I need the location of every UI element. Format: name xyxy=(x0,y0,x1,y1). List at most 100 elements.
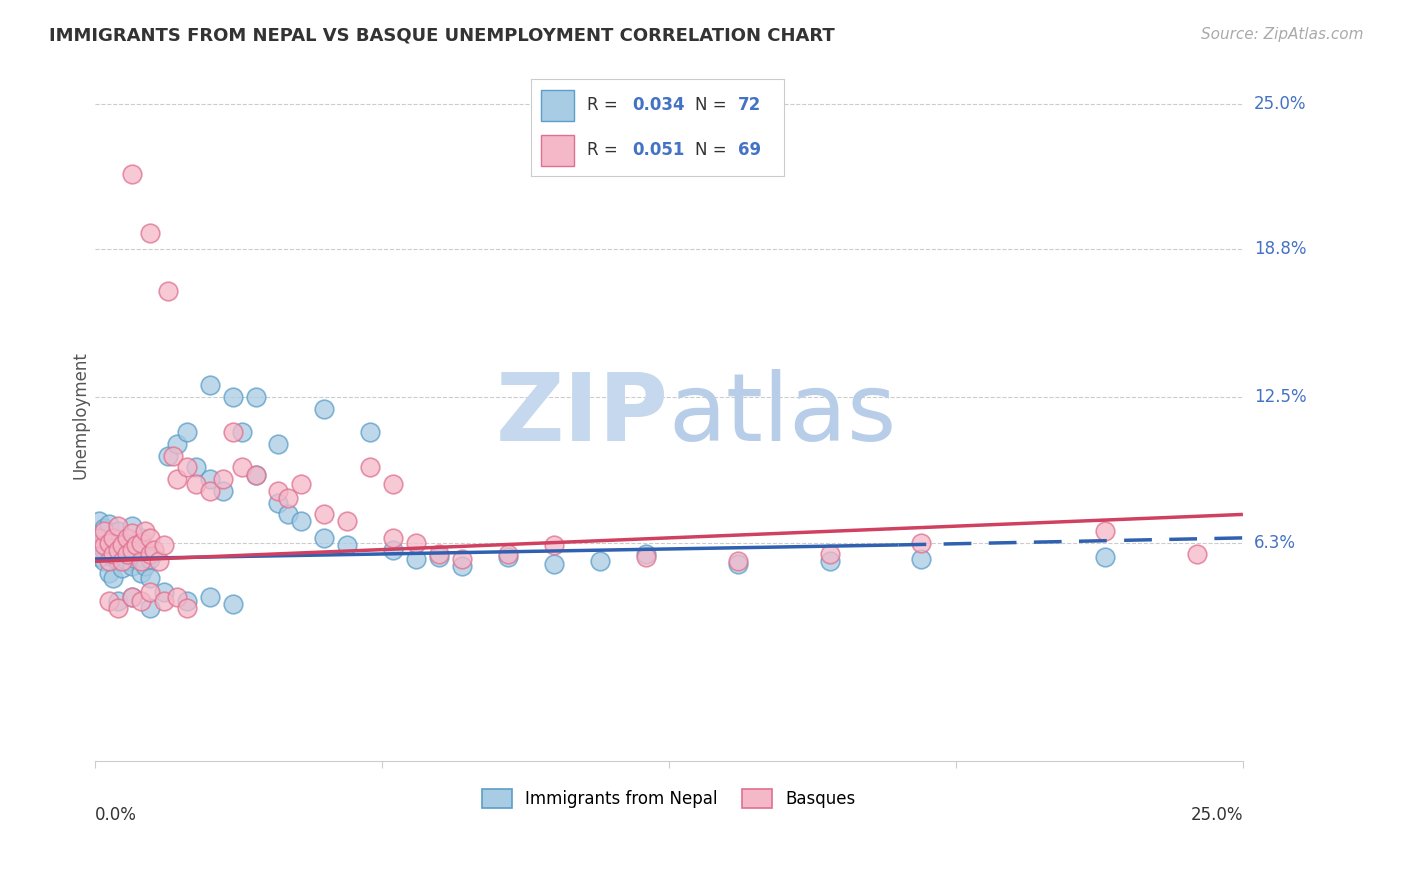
Point xyxy=(97,554,120,568)
Point xyxy=(97,547,120,561)
Point xyxy=(115,542,138,557)
Point xyxy=(139,571,162,585)
Point xyxy=(1094,524,1116,538)
Point xyxy=(97,535,120,549)
Text: 25.0%: 25.0% xyxy=(1254,95,1306,112)
Point xyxy=(89,531,111,545)
Text: IMMIGRANTS FROM NEPAL VS BASQUE UNEMPLOYMENT CORRELATION CHART: IMMIGRANTS FROM NEPAL VS BASQUE UNEMPLOY… xyxy=(49,27,835,45)
Point xyxy=(198,472,221,486)
Point xyxy=(129,554,152,568)
Point xyxy=(139,552,162,566)
Point xyxy=(543,557,565,571)
Point xyxy=(267,437,290,451)
Point xyxy=(166,590,188,604)
Point xyxy=(134,559,156,574)
Point xyxy=(111,538,134,552)
Point xyxy=(129,531,152,545)
Point xyxy=(139,547,162,561)
Text: 25.0%: 25.0% xyxy=(1191,805,1243,824)
Point xyxy=(97,566,120,580)
Point xyxy=(107,554,129,568)
Point xyxy=(290,515,312,529)
Point xyxy=(634,547,657,561)
Point xyxy=(101,531,124,545)
Point xyxy=(148,554,170,568)
Point xyxy=(125,538,148,552)
Point xyxy=(121,590,143,604)
Point xyxy=(427,547,450,561)
Point xyxy=(221,597,243,611)
Point xyxy=(162,449,184,463)
Point xyxy=(314,508,336,522)
Point xyxy=(231,460,253,475)
Point xyxy=(139,585,162,599)
Point xyxy=(125,538,148,552)
Point xyxy=(359,460,381,475)
Point xyxy=(176,460,198,475)
Point xyxy=(405,552,427,566)
Point xyxy=(221,425,243,440)
Point xyxy=(115,547,138,561)
Point xyxy=(121,547,143,561)
Point xyxy=(212,472,235,486)
Point xyxy=(107,524,129,538)
Point xyxy=(727,557,749,571)
Point xyxy=(277,508,299,522)
Point xyxy=(97,535,120,549)
Point xyxy=(111,535,134,549)
Text: atlas: atlas xyxy=(669,368,897,460)
Point xyxy=(125,552,148,566)
Point xyxy=(267,496,290,510)
Point xyxy=(139,601,162,615)
Point xyxy=(97,516,120,531)
Point xyxy=(93,542,115,557)
Point xyxy=(134,542,156,557)
Point xyxy=(267,483,290,498)
Point xyxy=(451,552,474,566)
Point xyxy=(89,515,111,529)
Text: 12.5%: 12.5% xyxy=(1254,388,1306,406)
Point xyxy=(93,521,115,535)
Point xyxy=(231,425,253,440)
Point xyxy=(176,425,198,440)
Point xyxy=(543,538,565,552)
Point xyxy=(139,226,162,240)
Point xyxy=(382,531,405,545)
Point xyxy=(121,526,143,541)
Point xyxy=(129,594,152,608)
Point xyxy=(451,559,474,574)
Point xyxy=(910,552,932,566)
Point xyxy=(910,535,932,549)
Point xyxy=(107,594,129,608)
Point xyxy=(496,549,519,564)
Point xyxy=(314,531,336,545)
Point xyxy=(121,559,143,574)
Text: 18.8%: 18.8% xyxy=(1254,240,1306,258)
Point xyxy=(89,542,111,557)
Point xyxy=(107,601,129,615)
Point xyxy=(245,390,267,404)
Point xyxy=(107,542,129,557)
Point xyxy=(634,549,657,564)
Point xyxy=(184,476,207,491)
Point xyxy=(496,547,519,561)
Point xyxy=(152,594,174,608)
Point xyxy=(97,594,120,608)
Point xyxy=(245,467,267,482)
Point xyxy=(1185,547,1208,561)
Text: 0.0%: 0.0% xyxy=(94,805,136,824)
Point xyxy=(93,538,115,552)
Point xyxy=(121,167,143,181)
Point xyxy=(382,476,405,491)
Point xyxy=(121,519,143,533)
Point xyxy=(157,285,180,299)
Point xyxy=(198,483,221,498)
Point xyxy=(89,549,111,564)
Point xyxy=(1094,549,1116,564)
Point xyxy=(727,554,749,568)
Point xyxy=(176,594,198,608)
Point xyxy=(589,554,612,568)
Point xyxy=(121,590,143,604)
Point xyxy=(818,554,841,568)
Point xyxy=(101,549,124,564)
